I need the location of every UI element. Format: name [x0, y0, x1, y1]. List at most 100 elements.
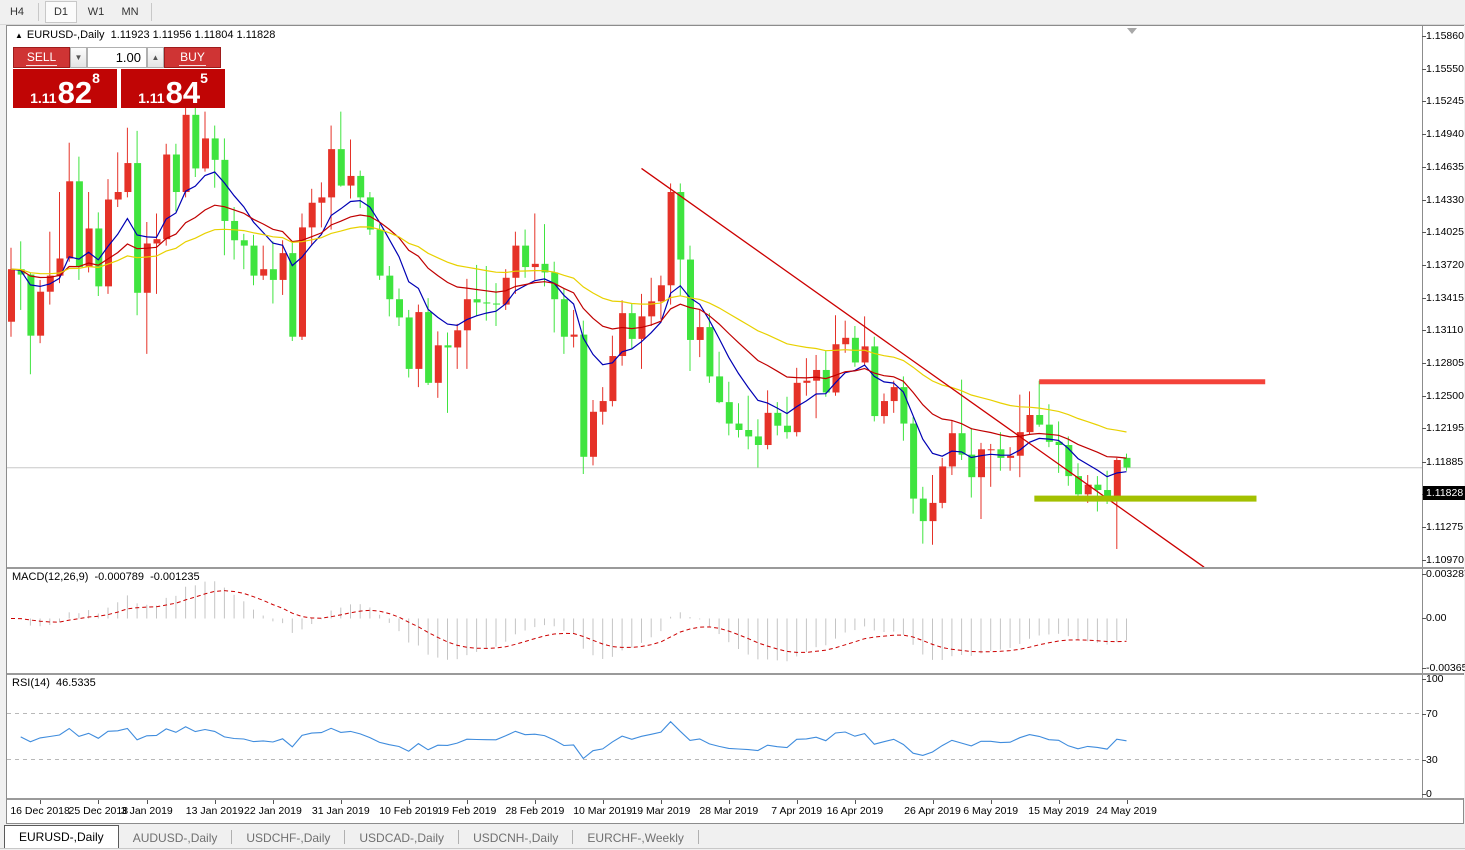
candle — [706, 313, 714, 383]
rsi-axis-tick — [1422, 713, 1426, 715]
candle — [570, 309, 578, 348]
date-axis-label: 6 May 2019 — [963, 805, 1019, 817]
price-axis-tick — [1422, 101, 1426, 103]
ohlc-close: 1.11828 — [236, 29, 276, 41]
candle-body — [463, 299, 471, 331]
sell-price-big: 82 — [57, 74, 93, 110]
candle — [1065, 436, 1073, 486]
candle — [754, 419, 762, 468]
candle-body — [590, 411, 597, 457]
candle — [192, 104, 200, 178]
tab-eurchf-weekly[interactable]: EURCHF-,Weekly — [587, 830, 684, 845]
candle — [318, 182, 326, 228]
date-axis-tick — [854, 800, 856, 804]
price-chart-panel[interactable]: ▲ EURUSD-,Daily 1.11923 1.11956 1.11804 1.11… — [7, 26, 1422, 567]
price-axis-label: 1.10970 — [1426, 553, 1464, 566]
ohlc-open: 1.11923 — [110, 29, 150, 41]
volume-input[interactable] — [87, 47, 147, 68]
medium-ma-line — [10, 204, 1127, 459]
candle — [182, 106, 190, 198]
date-axis-tick — [1058, 800, 1060, 804]
date-axis-label: 24 May 2019 — [1096, 805, 1157, 817]
date-axis-tick — [1126, 800, 1128, 804]
candle-body — [987, 449, 995, 451]
candle-body — [919, 498, 927, 522]
candle — [599, 387, 607, 425]
tab-usdcnh-daily[interactable]: USDCNH-,Daily — [473, 830, 559, 845]
candle-body — [366, 197, 374, 230]
timeframe-button-d1[interactable]: D1 — [45, 1, 77, 23]
macd-axis-tick — [1422, 574, 1426, 575]
candle — [143, 222, 151, 354]
panel-divider[interactable] — [7, 798, 1463, 800]
panel-divider[interactable] — [7, 567, 1463, 569]
candle — [454, 323, 462, 369]
candle-body — [163, 154, 171, 240]
date-axis-label: 31 Jan 2019 — [311, 805, 370, 817]
candle-body — [580, 334, 588, 457]
candle — [46, 231, 54, 305]
candle — [463, 278, 471, 369]
candle — [37, 279, 45, 344]
sell-button[interactable]: SELL — [13, 47, 70, 68]
timeframe-button-mn[interactable]: MN — [121, 6, 139, 18]
chart-title: ▲ EURUSD-,Daily 1.11923 1.11956 1.11804 1.11… — [15, 29, 278, 41]
candle-body — [1016, 432, 1024, 456]
macd-name: MACD(12,26,9) — [12, 571, 89, 583]
candle — [590, 399, 597, 466]
price-axis-tick — [1422, 461, 1426, 463]
candle-body — [599, 401, 607, 412]
candle-body — [784, 425, 791, 433]
candle-body — [871, 346, 879, 417]
candle — [580, 320, 588, 474]
price-axis-label: 1.13720 — [1426, 258, 1464, 271]
candle-body — [657, 285, 665, 302]
price-axis-label: 1.14635 — [1426, 160, 1464, 173]
candle-body — [1113, 460, 1121, 500]
candle — [66, 142, 74, 262]
candle — [105, 179, 112, 294]
date-axis-tick — [272, 800, 274, 804]
sell-price-prefix: 1.11 — [30, 90, 57, 106]
candle — [551, 261, 559, 333]
price-axis-label: 1.14330 — [1426, 193, 1464, 206]
chart-shift-marker-icon[interactable] — [1127, 28, 1137, 34]
tab-eurusd-daily[interactable]: EURUSD-,Daily — [4, 825, 119, 848]
tab-usdchf-daily[interactable]: USDCHF-,Daily — [246, 830, 331, 845]
price-axis-tick — [1422, 527, 1426, 529]
tab-usdcad-daily[interactable]: USDCAD-,Daily — [359, 830, 445, 845]
symbol-marker-icon: ▲ — [15, 31, 23, 40]
candle — [211, 125, 219, 188]
date-axis-label: 26 Apr 2019 — [904, 805, 961, 817]
date-axis[interactable]: 16 Dec 2018 25 Dec 2018 3 Jan 2019 13 Jan 2… — [7, 800, 1463, 821]
candle-body — [415, 312, 423, 369]
candle — [27, 272, 35, 375]
candlestick-chart — [7, 104, 1422, 567]
price-axis-tick — [1422, 264, 1426, 266]
price-axis-tick — [1422, 363, 1426, 364]
candle — [1026, 391, 1034, 435]
candle-body — [687, 259, 694, 340]
timeframe-button-h4[interactable]: H4 — [9, 6, 25, 18]
tab-audusd-daily[interactable]: AUDUSD-,Daily — [132, 830, 218, 845]
rsi-label: RSI(14) 46.5335 — [12, 677, 99, 689]
volume-increase-button[interactable]: ▲ — [147, 47, 164, 68]
panel-divider[interactable] — [7, 673, 1463, 675]
candle-body — [822, 369, 830, 393]
timeframe-button-w1[interactable]: W1 — [87, 6, 105, 18]
price-axis-label: 1.12195 — [1426, 422, 1464, 435]
buy-price-tile[interactable]: 1.11 84 5 — [121, 69, 225, 108]
macd-axis-label: -0.003659 — [1426, 662, 1465, 674]
candle-body — [357, 175, 365, 198]
candle-body — [8, 269, 15, 322]
macd-axis-tick — [1422, 668, 1426, 669]
volume-decrease-button[interactable]: ▼ — [70, 47, 87, 68]
buy-button[interactable]: BUY — [164, 47, 221, 68]
candle-body — [1036, 414, 1044, 425]
candle — [939, 457, 947, 509]
candle-body — [308, 202, 316, 228]
tab-separator — [344, 829, 346, 844]
slow-ma-line — [10, 226, 1127, 433]
rsi-line — [20, 720, 1127, 760]
sell-price-tile[interactable]: 1.11 82 8 — [13, 69, 117, 108]
